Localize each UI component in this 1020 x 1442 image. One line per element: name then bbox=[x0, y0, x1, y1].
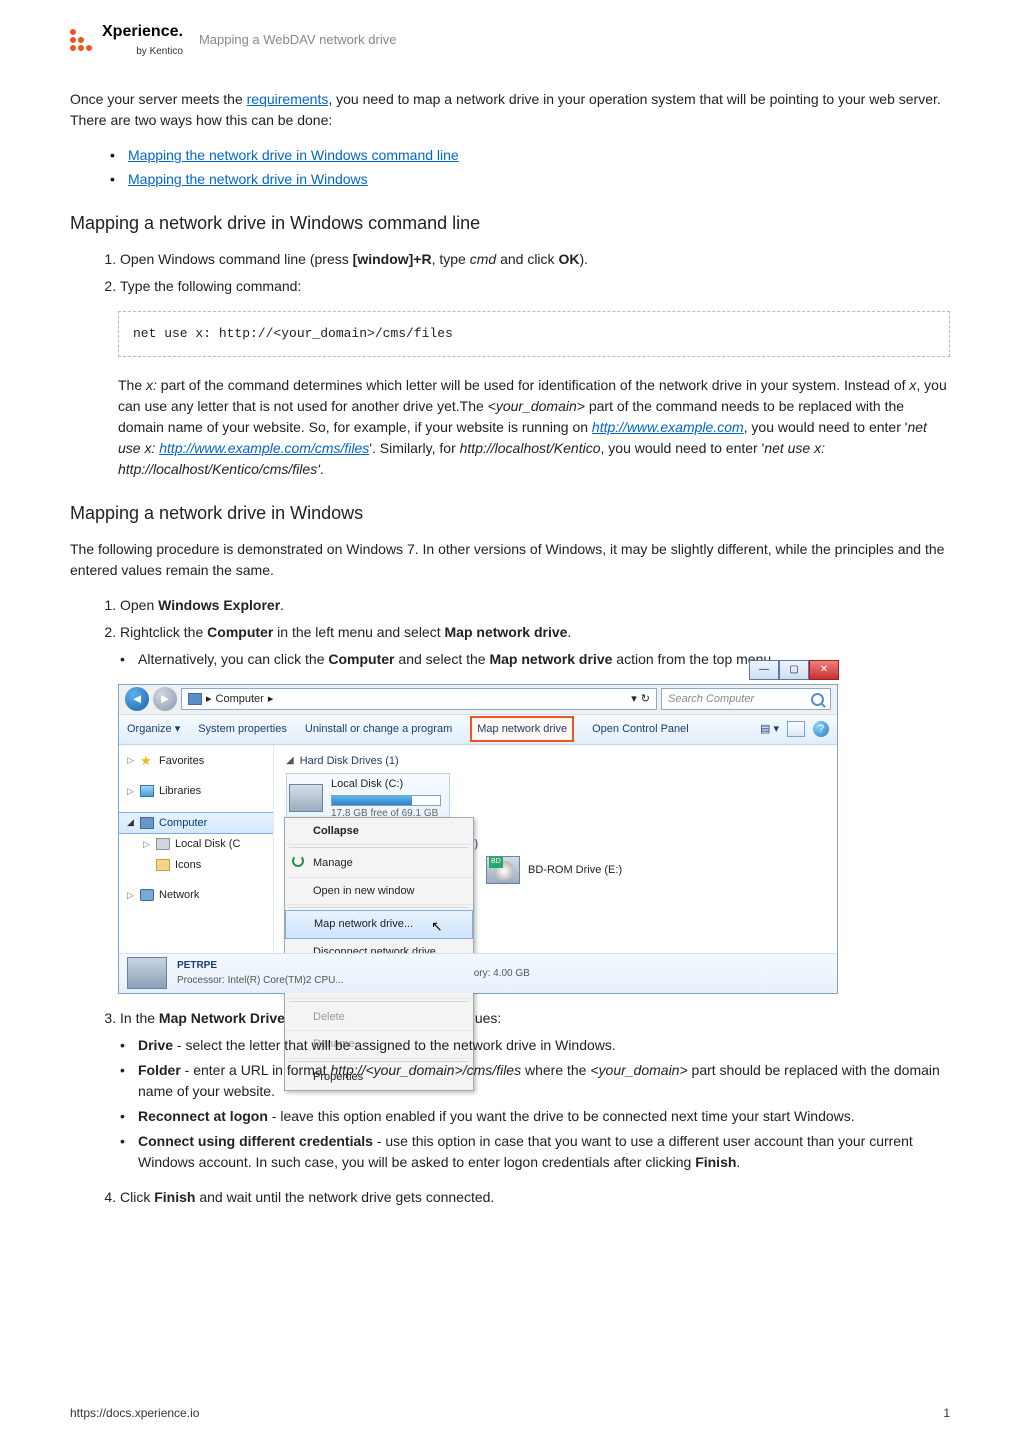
address-path-text: Computer bbox=[216, 691, 264, 708]
command-code-block: net use x: http://<your_domain>/cms/file… bbox=[118, 311, 950, 357]
details-computer-name: PETRPE bbox=[177, 958, 344, 973]
section2-step1: Open Windows Explorer. bbox=[120, 595, 950, 616]
section1-step2: Type the following command: bbox=[120, 276, 950, 297]
sidebar-favorites[interactable]: ▷★Favorites bbox=[119, 751, 273, 772]
section1-explain: The x: part of the command determines wh… bbox=[118, 375, 950, 480]
address-dropdown-icon[interactable]: ▾ bbox=[631, 691, 637, 708]
ctx-open-new-window[interactable]: Open in new window bbox=[285, 878, 473, 906]
tb-organize[interactable]: Organize ▾ bbox=[127, 721, 180, 738]
toc-link-windows[interactable]: Mapping the network drive in Windows bbox=[128, 171, 368, 187]
tb-system-properties[interactable]: System properties bbox=[198, 721, 287, 738]
cursor-icon: ↖ bbox=[431, 916, 443, 937]
section1-steps: Open Windows command line (press [window… bbox=[120, 249, 950, 297]
explorer-toolbar: Organize ▾ System properties Uninstall o… bbox=[119, 715, 837, 745]
window-controls: — ▢ ✕ bbox=[749, 660, 839, 680]
logo-sub: by Kentico bbox=[102, 44, 183, 59]
sidebar-computer[interactable]: ◢Computer bbox=[119, 812, 273, 835]
section2-intro: The following procedure is demonstrated … bbox=[70, 539, 950, 581]
sidebar-network[interactable]: ▷Network bbox=[119, 885, 273, 906]
maximize-button[interactable]: ▢ bbox=[779, 660, 809, 680]
logo-icon bbox=[70, 29, 92, 51]
step3-folder-bullet: Folder - enter a URL in format http://<y… bbox=[120, 1060, 950, 1102]
step3-reconnect-bullet: Reconnect at logon - leave this option e… bbox=[120, 1106, 950, 1127]
computer-icon bbox=[188, 693, 202, 705]
ctx-manage[interactable]: Manage bbox=[285, 850, 473, 878]
footer-url: https://docs.xperience.io bbox=[70, 1404, 199, 1422]
win7-explorer-screenshot: — ▢ ✕ ◄ ► ▸ Computer ▸ ▾ ↻ Search Comput… bbox=[118, 684, 838, 994]
sidebar-icons-folder[interactable]: ▷Icons bbox=[119, 855, 273, 876]
manage-icon bbox=[292, 855, 304, 867]
logo-main: Xperience. bbox=[102, 20, 183, 44]
sidebar-libraries[interactable]: ▷Libraries bbox=[119, 781, 273, 802]
bdrom-label: BD-ROM Drive (E:) bbox=[528, 862, 622, 879]
logo-text: Xperience. by Kentico bbox=[102, 20, 183, 59]
bdrom-tile[interactable]: BD-ROM Drive (E:) bbox=[486, 856, 622, 884]
ctx-map-network-drive[interactable]: Map network drive...↖ bbox=[285, 910, 473, 939]
tb-view-icon[interactable]: ▤ ▾ bbox=[760, 721, 779, 738]
step3-credentials-bullet: Connect using different credentials - us… bbox=[120, 1131, 950, 1173]
tb-uninstall-program[interactable]: Uninstall or change a program bbox=[305, 721, 452, 738]
nav-forward-button[interactable]: ► bbox=[153, 687, 177, 711]
tb-preview-pane-icon[interactable] bbox=[787, 721, 805, 737]
requirements-link[interactable]: requirements bbox=[247, 91, 329, 107]
search-placeholder: Search Computer bbox=[668, 691, 754, 708]
example-files-link[interactable]: http://www.example.com/cms/files bbox=[159, 440, 369, 456]
section2-step4: Click Finish and wait until the network … bbox=[120, 1187, 950, 1208]
footer-page-number: 1 bbox=[943, 1404, 950, 1422]
close-button[interactable]: ✕ bbox=[809, 660, 839, 680]
search-icon bbox=[811, 693, 824, 706]
nav-back-button[interactable]: ◄ bbox=[125, 687, 149, 711]
step3-drive-bullet: Drive - select the letter that will be a… bbox=[120, 1035, 950, 1056]
tb-open-control-panel[interactable]: Open Control Panel bbox=[592, 721, 689, 738]
section2-step3: In the Map Network Drive dialog, adjust … bbox=[120, 1008, 950, 1173]
section1-step1: Open Windows command line (press [window… bbox=[120, 249, 950, 270]
disk-usage-bar bbox=[331, 795, 441, 806]
local-disk-label: Local Disk (C:) bbox=[331, 776, 441, 793]
toc-link-cmdline[interactable]: Mapping the network drive in Windows com… bbox=[128, 147, 459, 163]
address-bar-row: ◄ ► ▸ Computer ▸ ▾ ↻ Search Computer bbox=[119, 685, 837, 715]
section2-steps: Open Windows Explorer. Rightclick the Co… bbox=[120, 595, 950, 670]
intro-paragraph: Once your server meets the requirements,… bbox=[70, 89, 950, 131]
sidebar-local-disk[interactable]: ▷Local Disk (C bbox=[119, 834, 273, 855]
hdd-section-header[interactable]: ◢Hard Disk Drives (1) bbox=[286, 753, 825, 770]
page-header: Xperience. by Kentico Mapping a WebDAV n… bbox=[70, 20, 950, 59]
search-box[interactable]: Search Computer bbox=[661, 688, 831, 710]
refresh-icon[interactable]: ↻ bbox=[641, 691, 650, 708]
minimize-button[interactable]: — bbox=[749, 660, 779, 680]
hard-drive-icon bbox=[289, 784, 323, 812]
help-icon[interactable]: ? bbox=[813, 721, 829, 737]
address-bar[interactable]: ▸ Computer ▸ ▾ ↻ bbox=[181, 688, 657, 710]
tb-map-network-drive[interactable]: Map network drive bbox=[470, 716, 574, 743]
breadcrumb: Mapping a WebDAV network drive bbox=[199, 30, 397, 50]
section2-steps-cont: In the Map Network Drive dialog, adjust … bbox=[120, 1008, 950, 1208]
intro-pre: Once your server meets the bbox=[70, 91, 247, 107]
computer-large-icon bbox=[127, 957, 167, 989]
ctx-delete[interactable]: Delete bbox=[285, 1004, 473, 1032]
example-domain-link[interactable]: http://www.example.com bbox=[592, 419, 744, 435]
section2-heading: Mapping a network drive in Windows bbox=[70, 500, 950, 527]
details-pane: PETRPE Processor: Intel(R) Core(TM)2 CPU… bbox=[119, 953, 837, 993]
ctx-collapse[interactable]: Collapse bbox=[285, 818, 473, 846]
section1-heading: Mapping a network drive in Windows comma… bbox=[70, 210, 950, 237]
toc: Mapping the network drive in Windows com… bbox=[110, 145, 950, 190]
bdrom-icon bbox=[486, 856, 520, 884]
